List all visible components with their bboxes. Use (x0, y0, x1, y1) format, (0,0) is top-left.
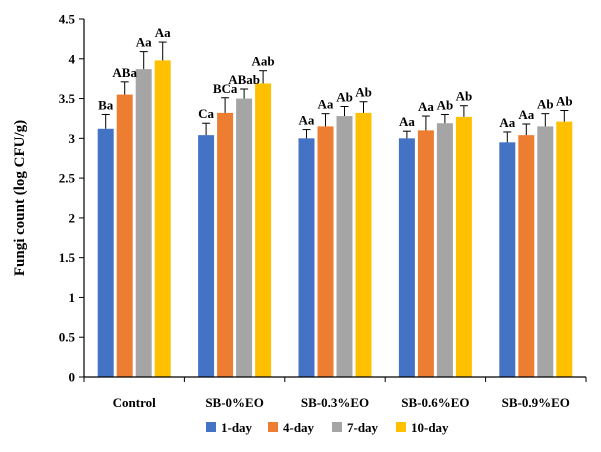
bar (236, 98, 253, 378)
bar (97, 128, 114, 377)
x-category-label: SB-0.3%EO (301, 395, 369, 410)
data-label: Ab (437, 97, 454, 112)
legend-label: 7-day (347, 420, 379, 435)
y-tick-label: 2 (69, 210, 76, 225)
bar (135, 69, 152, 378)
y-tick-label: 4 (69, 51, 76, 66)
data-label: Aa (299, 113, 315, 128)
data-label: Ab (355, 85, 372, 100)
bar (336, 116, 353, 378)
y-tick-label: 0 (69, 370, 76, 385)
y-tick-label: 1 (69, 290, 76, 305)
y-tick-label: 0.5 (59, 330, 76, 345)
legend-swatch (268, 422, 278, 432)
data-label: Aa (318, 97, 334, 112)
bar (198, 135, 215, 377)
bar (417, 130, 434, 377)
bar (255, 83, 272, 377)
bar (116, 94, 133, 378)
data-label: Aa (518, 107, 534, 122)
x-category-label: SB-0.6%EO (401, 395, 469, 410)
data-label: ABab (228, 72, 260, 87)
bar (556, 121, 573, 377)
data-label: Aa (418, 99, 434, 114)
y-axis-label: Fungi count (log CFU/g) (12, 120, 28, 276)
legend-label: 4-day (283, 420, 315, 435)
data-label: Aa (136, 35, 152, 50)
bar (436, 123, 453, 378)
data-label: Ab (456, 89, 473, 104)
legend-label: 10-day (411, 420, 449, 435)
data-label: Ab (336, 90, 353, 105)
bar (355, 112, 372, 378)
data-label: BCa (213, 81, 238, 96)
legend-label: 1-day (221, 420, 253, 435)
x-category-label: Control (113, 395, 156, 410)
y-tick-label: 2.5 (59, 171, 76, 186)
data-label: Aa (155, 25, 171, 40)
y-tick-label: 4.5 (59, 12, 76, 27)
legend-swatch (206, 422, 216, 432)
bar (499, 142, 516, 377)
legend-swatch (396, 422, 406, 432)
bars-layer (97, 60, 573, 378)
bar (537, 126, 554, 378)
x-category-label: SB-0%EO (205, 395, 264, 410)
y-tick-label: 1.5 (59, 250, 76, 265)
bar (398, 138, 415, 377)
error-bars-layer (101, 41, 569, 143)
data-label: Ca (198, 106, 214, 121)
axes-layer: 0 0.5 1 1.5 2 2.5 3 3.5 4 4.5 Control SB-0%EO SB-0.3… (59, 12, 587, 410)
data-label: Ba (98, 97, 114, 112)
bar (317, 126, 334, 378)
data-label: Ab (556, 93, 573, 108)
y-tick-label: 3.5 (59, 91, 76, 106)
data-label: Aa (499, 115, 515, 130)
legend-swatch (332, 422, 342, 432)
data-label: ABa (112, 65, 137, 80)
x-category-label: SB-0.9%EO (502, 395, 570, 410)
bar (154, 60, 171, 377)
legend: 1-day 4-day 7-day 10-day (206, 420, 449, 435)
data-label: Aab (252, 54, 275, 69)
bar (298, 138, 315, 377)
y-tick-label: 3 (69, 131, 76, 146)
data-label: Aa (399, 114, 415, 129)
data-label: Ab (537, 97, 554, 112)
bar (217, 112, 234, 378)
bar (455, 116, 472, 377)
bar (518, 135, 535, 377)
